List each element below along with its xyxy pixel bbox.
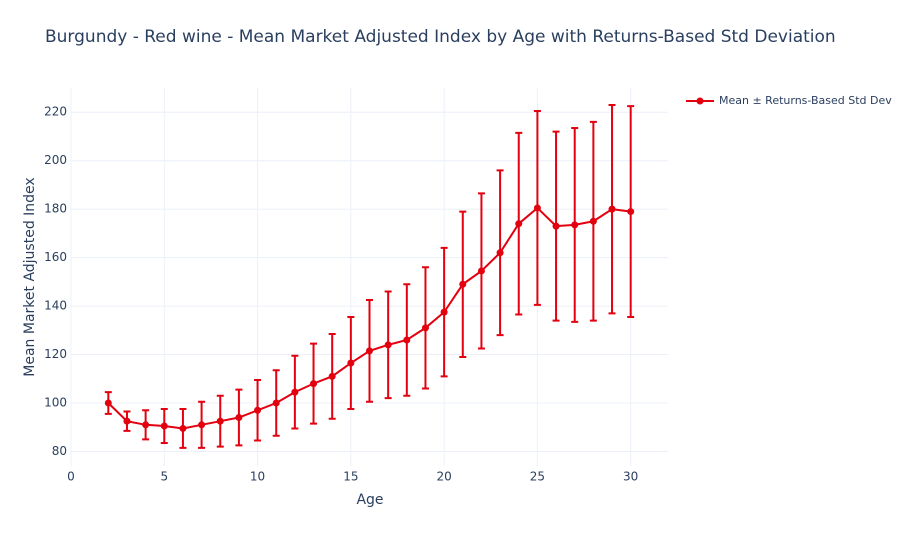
y-tick-label: 220 — [44, 105, 67, 119]
y-tick-label: 80 — [52, 444, 67, 458]
point — [533, 204, 541, 212]
point — [384, 341, 392, 349]
point — [589, 217, 597, 225]
point — [552, 222, 560, 230]
y-tick-label: 180 — [44, 202, 67, 216]
legend-label: Mean ± Returns-Based Std Dev — [719, 94, 892, 107]
point — [272, 399, 280, 407]
y-tick-label: 120 — [44, 347, 67, 361]
point — [421, 324, 429, 332]
point — [235, 414, 243, 422]
point — [216, 417, 224, 425]
point — [366, 347, 373, 355]
y-tick-label: 100 — [44, 396, 67, 410]
point — [160, 422, 168, 430]
y-tick-label: 200 — [44, 153, 67, 167]
point — [627, 208, 635, 216]
point — [179, 424, 187, 432]
point — [123, 417, 131, 425]
point — [328, 372, 336, 380]
x-axis-title: Age — [356, 492, 383, 508]
point — [459, 280, 467, 288]
y-axis-title: Mean Market Adjusted Index — [22, 177, 38, 376]
point — [496, 249, 504, 257]
x-tick-label: 0 — [67, 470, 75, 484]
x-tick-label: 25 — [530, 470, 545, 484]
chart-title: Burgundy - Red wine - Mean Market Adjust… — [45, 27, 836, 47]
point — [291, 388, 299, 396]
point — [198, 421, 206, 429]
point — [347, 359, 355, 367]
x-tick-label: 10 — [250, 470, 265, 484]
x-tick-label: 30 — [623, 470, 638, 484]
point — [104, 399, 112, 407]
point — [571, 221, 579, 229]
point — [254, 406, 262, 414]
point — [310, 380, 318, 388]
y-tick-label: 140 — [44, 299, 67, 313]
point — [608, 205, 616, 213]
x-tick-label: 15 — [343, 470, 358, 484]
point — [477, 267, 485, 275]
point — [403, 336, 411, 344]
point — [515, 220, 523, 228]
x-tick-label: 5 — [160, 470, 168, 484]
y-tick-label: 160 — [44, 250, 67, 264]
x-tick-label: 20 — [436, 470, 451, 484]
point — [440, 308, 448, 316]
point — [142, 421, 150, 429]
legend-marker — [696, 97, 704, 105]
